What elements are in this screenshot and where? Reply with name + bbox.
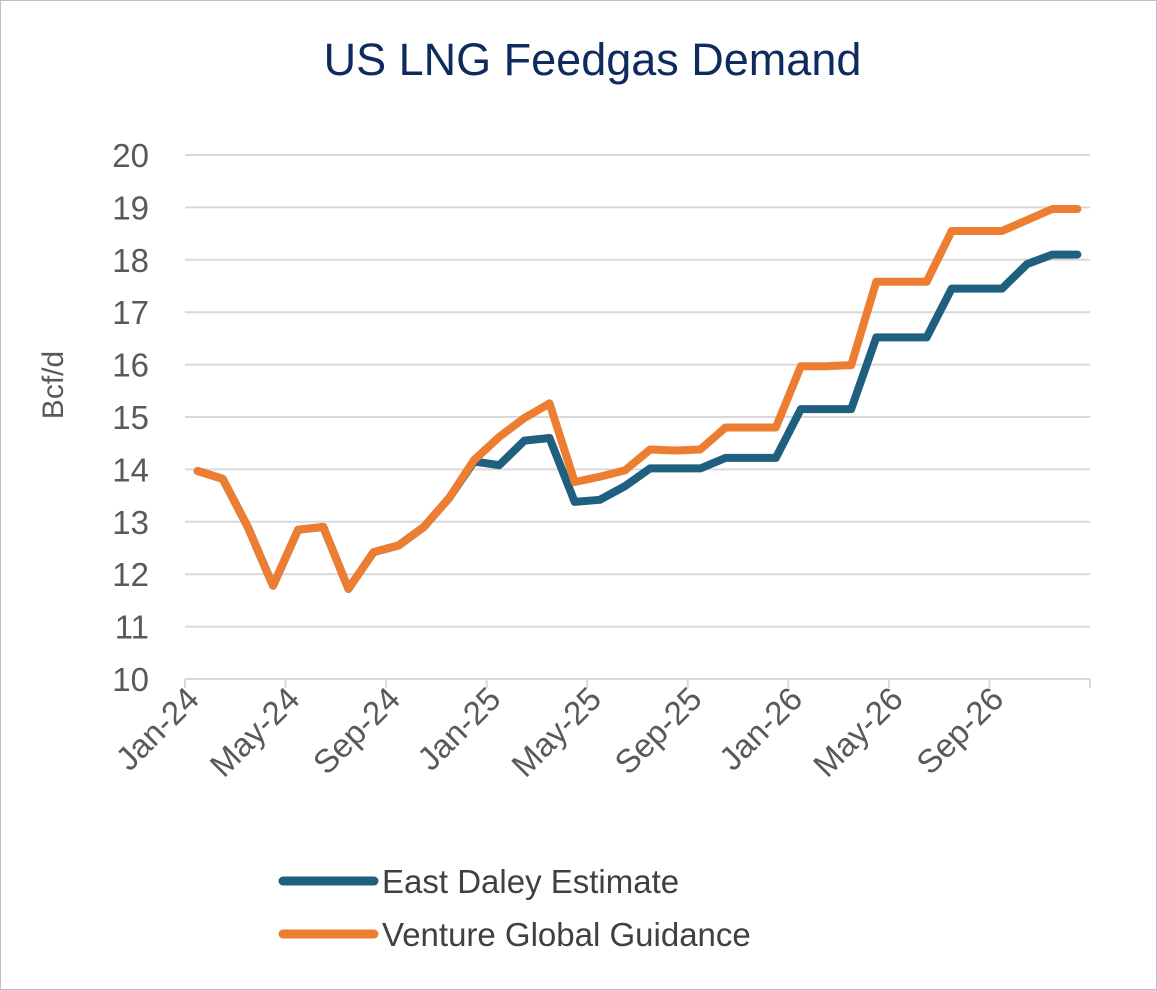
y-tick-label: 13 [112,504,149,541]
y-tick-label: 16 [112,347,149,384]
gridlines [185,154,1090,628]
x-tick-label: Sep-26 [909,680,1010,781]
y-tick-label: 19 [112,189,149,226]
series-line-venture-global-guidance [193,205,1082,593]
y-tick-label: 11 [115,609,149,646]
legend-label: East Daley Estimate [382,863,679,900]
y-tick-label: 20 [112,137,149,174]
x-tick-label: Sep-25 [607,680,708,781]
y-tick-label: 15 [112,399,149,436]
series-lines [193,205,1082,593]
x-tick-label: Sep-24 [306,680,407,781]
x-tick-label: May-25 [504,680,608,784]
x-axis [184,678,1091,688]
y-tick-label: 10 [112,661,149,698]
legend-label: Venture Global Guidance [382,916,751,953]
y-axis-title: Bcf/d [37,351,70,419]
x-tick-label: May-26 [806,680,910,784]
y-tick-label: 14 [112,451,149,488]
y-tick-label: 17 [112,294,149,331]
x-tick-label: Jan-26 [712,680,810,778]
x-tick-label: Jan-25 [410,680,508,778]
legend: East Daley Estimate Venture Global Guidan… [278,863,751,953]
y-tick-label: 12 [112,556,149,593]
x-tick-label: May-24 [203,680,307,784]
y-tick-label: 18 [112,242,149,279]
y-axis-tick-labels: 10 11 12 13 14 15 16 17 18 19 20 [112,137,149,698]
chart-title: US LNG Feedgas Demand [323,34,862,85]
